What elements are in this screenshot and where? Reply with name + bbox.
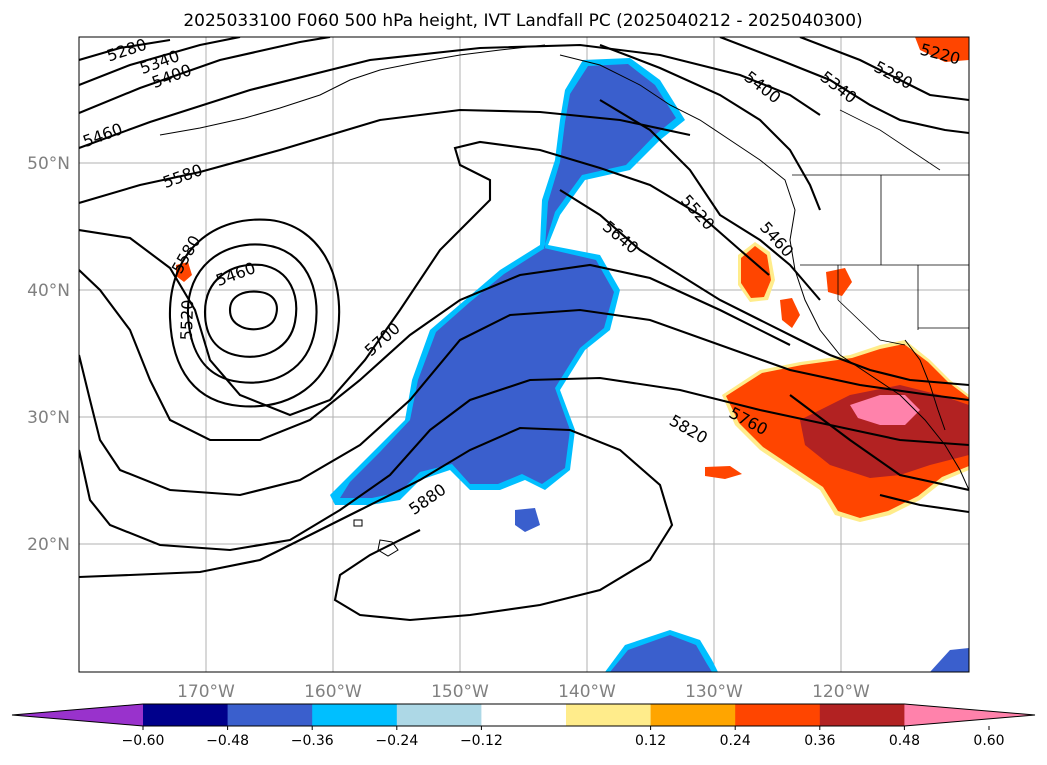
neg-blob-southeast [930,648,969,672]
north-america-coast [559,54,969,491]
height-contours [79,37,969,622]
colorbar-tick-label: −0.24 [375,733,418,749]
contour-5400-east [599,44,821,211]
colorbar-segment [735,704,821,726]
colorbar-segment [143,704,229,726]
contour-label: 5520 [177,299,197,340]
lon-label-120w: 120°W [812,682,870,702]
lon-label-170w: 170°W [177,682,235,702]
lon-label-160w: 160°W [304,682,362,702]
map-panel: 5280 5340 5400 5460 5580 5580 5520 5460 … [78,36,970,673]
pos-blob-coast [780,298,800,328]
alaska-coast [159,44,546,136]
contour-5640 [559,189,969,387]
latitude-labels: 50°N 40°N 30°N 20°N [27,154,70,555]
lat-label-30n: 30°N [27,408,70,428]
colorbar-extend-high [904,704,1035,726]
low-center-inner [228,290,278,331]
colorbar-segment [396,704,482,726]
colorbar-tick-label: −0.36 [291,733,334,749]
neg-blob-south-core [610,635,712,672]
colorbar-segment [481,704,567,726]
lon-label-140w: 140°W [558,682,616,702]
pos-blob-streak [705,466,742,479]
contour-5880 [79,426,674,622]
pos-region-max [850,395,920,425]
baja-coast [904,339,946,431]
colorbar-segment [650,704,736,726]
colorbar-segment [566,704,652,726]
contour-5400-west [79,37,331,114]
lon-label-130w: 130°W [685,682,743,702]
colorbar-tick-label: 0.36 [804,733,835,749]
contour-5700 [79,263,791,442]
california-nevada-border [837,299,906,346]
colorbar-segment [819,704,905,726]
contour-5820 [79,376,969,552]
contour-5760 [79,308,969,497]
colorbar-segment [227,704,313,726]
contour-5340-east [719,37,969,135]
contour-edge-se [879,493,969,514]
colorbar-segment [312,704,398,726]
map-frame [78,36,970,673]
political-borders [792,109,969,346]
contour-5880-east [789,394,969,492]
canada-provincial-border [839,109,941,171]
coastlines [159,44,969,557]
longitude-labels: 170°W 160°W 150°W 140°W 130°W 120°W [177,682,870,702]
pos-region-high [800,385,969,478]
contour-5340-west [79,37,241,86]
hawaii-islet [353,519,363,527]
lon-label-150w: 150°W [431,682,489,702]
low-center-ring-4 [168,218,341,408]
contour-5580 [79,140,770,417]
neg-blob-small [515,508,540,532]
low-center-ring-3 [186,243,318,384]
colorbar-tick-label: 0.12 [635,733,666,749]
lat-label-20n: 20°N [27,535,70,555]
pos-blob-oregon [741,246,771,298]
contour-5520-east [599,99,821,301]
colorbar-extend-low [12,704,143,726]
colorbar-tick-label: 0.48 [889,733,920,749]
contour-5520-north [79,108,691,205]
colorbar-tick-label: −0.12 [460,733,503,749]
figure-title: 2025033100 F060 500 hPa height, IVT Land… [183,11,862,31]
lat-label-40n: 40°N [27,281,70,301]
pos-blob-northeast [915,37,969,62]
colorbar: −0.60 −0.48 −0.36 −0.24 −0.12 0.12 0.24 0.36 0.4… [11,703,1036,749]
contour-5460-north [79,43,821,149]
colorbar-tick-label: −0.48 [206,733,249,749]
lat-label-50n: 50°N [27,154,70,174]
hawaii-island [377,539,399,557]
colorbar-tick-label: −0.60 [122,733,165,749]
colorbar-tick-label: 0.24 [720,733,751,749]
pos-blob-nevada [826,268,852,296]
low-center-ring-2 [203,263,298,358]
contour-5280-west [79,38,171,62]
colorbar-tick-label: 0.60 [973,733,1004,749]
contour-5280-east [799,37,969,102]
